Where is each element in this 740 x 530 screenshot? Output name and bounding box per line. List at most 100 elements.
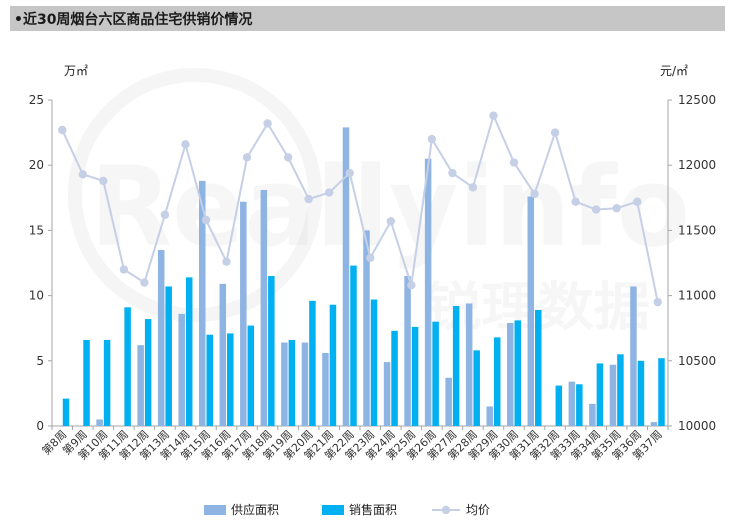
price-point xyxy=(366,253,375,262)
y-right-tick-label: 11500 xyxy=(678,223,716,237)
supply-bar xyxy=(424,158,432,426)
supply-bar xyxy=(650,422,658,426)
y-right-unit-label: 元/㎡ xyxy=(660,64,688,78)
supply-bar xyxy=(363,230,370,426)
supply-bar xyxy=(199,180,206,426)
sales-bar xyxy=(247,325,255,426)
price-point xyxy=(653,297,662,307)
sales-bar xyxy=(268,276,275,426)
price-point xyxy=(509,158,519,167)
price-point xyxy=(263,119,272,128)
sales-bar xyxy=(493,337,501,426)
header-bar: •近30周烟台六区商品住宅供销价情况 xyxy=(10,6,725,31)
sales-bar xyxy=(144,319,152,426)
sales-bar xyxy=(309,300,316,426)
chart-title: •近30周烟台六区商品住宅供销价情况 xyxy=(14,12,253,28)
price-point xyxy=(222,257,231,266)
supply-bar xyxy=(157,249,165,426)
sales-bar xyxy=(637,360,645,426)
y-left-tick-label: 25 xyxy=(29,93,44,107)
sales-bar xyxy=(576,384,583,426)
sales-bar xyxy=(227,333,234,426)
price-point xyxy=(550,128,560,137)
supply-bar xyxy=(527,196,535,426)
price-point xyxy=(242,153,252,162)
y-right-tick-label: 12500 xyxy=(678,93,716,107)
watermark-ring xyxy=(68,68,322,322)
price-point xyxy=(386,217,395,226)
sales-bar xyxy=(288,339,296,426)
price-point xyxy=(99,176,108,186)
y-left-tick-label: 5 xyxy=(36,354,44,368)
supply-bar xyxy=(137,345,144,426)
sales-bar xyxy=(452,306,460,426)
sales-bar xyxy=(165,286,172,426)
sales-bar xyxy=(103,339,111,426)
supply-bar xyxy=(445,377,452,426)
y-right-tick-label: 10500 xyxy=(678,354,716,368)
legend-supply-swatch xyxy=(204,505,226,515)
sales-bar xyxy=(658,358,665,426)
y-left-tick-label: 0 xyxy=(36,419,44,433)
sales-bar xyxy=(473,350,480,426)
y-left-tick-label: 15 xyxy=(29,223,44,237)
supply-bar xyxy=(342,127,350,426)
legend: 供应面积 销售面积 均价 xyxy=(204,502,490,517)
supply-bar xyxy=(219,283,227,426)
bars-layer xyxy=(62,127,665,426)
price-point xyxy=(119,265,129,274)
price-point xyxy=(407,280,416,290)
supply-bar xyxy=(465,303,473,426)
legend-supply-label: 供应面积 xyxy=(231,502,279,517)
price-line-layer xyxy=(58,111,662,307)
price-point xyxy=(448,168,457,178)
labels-layer: 第8周第9周第10周第11周第12周第13周第14周第15周第16周第17周第1… xyxy=(39,427,665,462)
price-point xyxy=(58,125,67,135)
supply-bar xyxy=(383,362,391,426)
y-left-unit-label: 万㎡ xyxy=(64,64,88,78)
price-point xyxy=(304,194,313,204)
axes-layer: 0 5 10 15 20 25 10000 10500 11000 11500 12000 12500… xyxy=(29,64,716,433)
price-point xyxy=(633,197,642,206)
y-right-tick-label: 10000 xyxy=(678,419,716,433)
y-right-tick-label: 12000 xyxy=(678,158,716,172)
price-line xyxy=(61,112,659,303)
price-point xyxy=(201,215,211,225)
sales-bar xyxy=(535,309,542,426)
sales-bar xyxy=(350,265,357,426)
sales-bar xyxy=(62,398,70,426)
legend-sales-swatch xyxy=(322,505,344,515)
sales-bar xyxy=(83,339,90,426)
price-point xyxy=(427,134,437,144)
sales-bar xyxy=(596,363,604,426)
legend-price-marker xyxy=(441,505,451,515)
supply-bar xyxy=(486,406,493,426)
sales-bar xyxy=(185,277,193,426)
sales-bar xyxy=(206,334,213,426)
price-point xyxy=(160,210,170,219)
supply-bar xyxy=(322,352,329,426)
supply-bar xyxy=(507,322,514,426)
sales-bar xyxy=(411,326,419,426)
supply-bar xyxy=(260,189,268,426)
supply-bar xyxy=(589,403,596,426)
price-point xyxy=(181,140,190,149)
sales-bar xyxy=(555,385,563,426)
price-point xyxy=(468,183,478,192)
supply-bar xyxy=(301,342,309,426)
sales-bar xyxy=(124,307,131,426)
sales-bar xyxy=(617,354,624,426)
price-point xyxy=(325,188,334,197)
supply-bar xyxy=(609,364,617,426)
supply-bar xyxy=(568,381,576,426)
legend-price-label: 均价 xyxy=(466,503,490,517)
supply-bar xyxy=(96,419,103,426)
y-right-tick-label: 11000 xyxy=(678,289,716,303)
price-point xyxy=(283,153,293,162)
supply-bar xyxy=(404,276,411,426)
price-point xyxy=(78,170,88,179)
sales-bar xyxy=(370,299,378,426)
price-point xyxy=(591,205,601,214)
sales-bar xyxy=(514,320,521,426)
y-left-tick-label: 20 xyxy=(29,158,44,172)
